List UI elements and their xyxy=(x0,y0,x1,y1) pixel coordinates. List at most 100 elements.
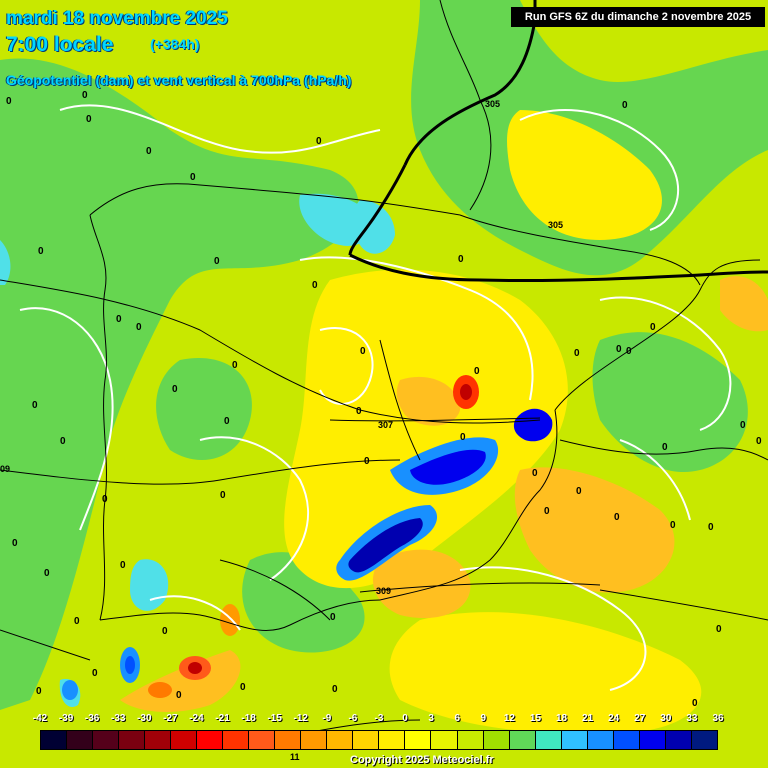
scale-swatch xyxy=(379,731,406,749)
zero-label: 0 xyxy=(82,90,88,101)
scale-label: -36 xyxy=(84,713,100,724)
scale-swatch xyxy=(691,731,717,749)
scale-label: -9 xyxy=(322,713,332,724)
contour-label-309: 309 xyxy=(376,586,391,596)
zero-contours xyxy=(19,104,732,691)
zero-label: 0 xyxy=(86,114,92,125)
scale-label: -12 xyxy=(293,713,308,724)
scale-label: -39 xyxy=(58,713,74,724)
scale-swatch xyxy=(561,731,588,749)
zero-label: 0 xyxy=(120,560,126,571)
scale-label: 0 xyxy=(402,713,408,724)
scale-label: -42 xyxy=(32,713,48,724)
zero-label: 0 xyxy=(102,494,108,505)
scale-label: 21 xyxy=(582,713,594,724)
field-red-cells xyxy=(148,375,479,698)
scale-swatch xyxy=(197,731,224,749)
scale-label: 6 xyxy=(454,713,460,724)
scale-swatch xyxy=(171,731,198,749)
scale-swatch xyxy=(613,731,640,749)
zero-label: 0 xyxy=(6,96,12,107)
zero-label: 0 xyxy=(190,172,196,183)
scale-swatch xyxy=(223,731,250,749)
scale-swatch xyxy=(665,731,692,749)
contour-value-labels: 305 305 307 309 09 11 xyxy=(0,99,563,762)
scale-swatch xyxy=(353,731,380,749)
scale-label: -24 xyxy=(189,713,204,724)
scale-swatch xyxy=(639,731,666,749)
scale-label: 18 xyxy=(555,713,568,724)
zero-label: 0 xyxy=(474,366,480,377)
zero-label: 0 xyxy=(74,616,80,627)
run-info-banner: Run GFS 6Z du dimanche 2 novembre 2025 xyxy=(511,7,765,27)
contour-label-09-west: 09 xyxy=(0,464,10,474)
zero-value-labels: 0 0 0 0 0 0 0 0 0 0 0 0 0 0 0 0 0 0 0 0 0 0 0 0 0 0 0 0 0 0 0 0 0 0 0 0 0 0 0 0… xyxy=(6,90,762,709)
zero-label: 0 xyxy=(622,100,628,111)
scale-swatch xyxy=(93,731,120,749)
zero-label: 0 xyxy=(360,346,366,357)
scale-label: 36 xyxy=(712,713,724,724)
field-orange-areas xyxy=(120,276,768,712)
contour-label-11: 11 xyxy=(290,752,300,762)
scale-label: -27 xyxy=(163,713,178,724)
scale-swatch xyxy=(119,731,146,749)
zero-label: 0 xyxy=(708,522,714,533)
zero-label: 0 xyxy=(460,432,466,443)
field-blue-cells xyxy=(62,408,553,700)
field-cyan-areas xyxy=(0,193,395,708)
copyright: Copyright 2025 Meteociel.fr xyxy=(350,754,494,766)
zero-label: 0 xyxy=(60,436,66,447)
zero-label: 0 xyxy=(650,322,656,333)
field-yellow-areas xyxy=(284,110,702,734)
scale-label: -6 xyxy=(348,713,358,724)
borders xyxy=(0,0,768,741)
scale-swatch xyxy=(535,731,562,749)
zero-label: 0 xyxy=(544,506,550,517)
zero-label: 0 xyxy=(92,668,98,679)
zero-label: 0 xyxy=(224,416,230,427)
scale-swatch xyxy=(327,731,354,749)
scale-swatch xyxy=(41,731,68,749)
scale-label: 12 xyxy=(503,713,515,724)
scale-swatch xyxy=(301,731,328,749)
contour-label-305-east: 305 xyxy=(548,220,563,230)
zero-label: 0 xyxy=(532,468,538,479)
zero-label: 0 xyxy=(574,348,580,359)
zero-label: 0 xyxy=(214,256,220,267)
scale-label: 15 xyxy=(529,713,542,724)
zero-label: 0 xyxy=(356,406,362,417)
zero-label: 0 xyxy=(316,136,322,147)
geopotential-contours-thin xyxy=(329,417,601,593)
zero-label: 0 xyxy=(162,626,168,637)
scale-swatch xyxy=(431,731,458,749)
scale-label: -18 xyxy=(241,713,256,724)
zero-label: 0 xyxy=(312,280,318,291)
scale-swatch xyxy=(587,731,614,749)
zero-label: 0 xyxy=(176,690,182,701)
zero-label: 0 xyxy=(740,420,746,431)
zero-label: 0 xyxy=(330,612,336,623)
scale-label: -15 xyxy=(267,713,282,724)
zero-label: 0 xyxy=(364,456,370,467)
zero-label: 0 xyxy=(232,360,238,371)
scale-swatch xyxy=(275,731,302,749)
scale-label: 3 xyxy=(428,713,434,724)
zero-label: 0 xyxy=(626,346,632,357)
forecast-time: 7:00 locale xyxy=(6,33,114,56)
zero-label: 0 xyxy=(136,322,142,333)
zero-label: 0 xyxy=(172,384,178,395)
geopotential-contours xyxy=(348,0,768,283)
zero-label: 0 xyxy=(116,314,122,325)
scale-label: 27 xyxy=(634,713,646,724)
scale-label: 24 xyxy=(608,713,620,724)
scale-label: -21 xyxy=(215,713,230,724)
zero-label: 0 xyxy=(220,490,226,501)
zero-label: 0 xyxy=(240,682,246,693)
scale-swatch xyxy=(457,731,484,749)
zero-label: 0 xyxy=(458,254,464,265)
zero-label: 0 xyxy=(576,486,582,497)
contour-label-307: 307 xyxy=(378,420,393,430)
scale-label: -30 xyxy=(137,713,152,724)
scale-swatch xyxy=(483,731,510,749)
forecast-date: mardi 18 novembre 2025 xyxy=(6,8,228,29)
